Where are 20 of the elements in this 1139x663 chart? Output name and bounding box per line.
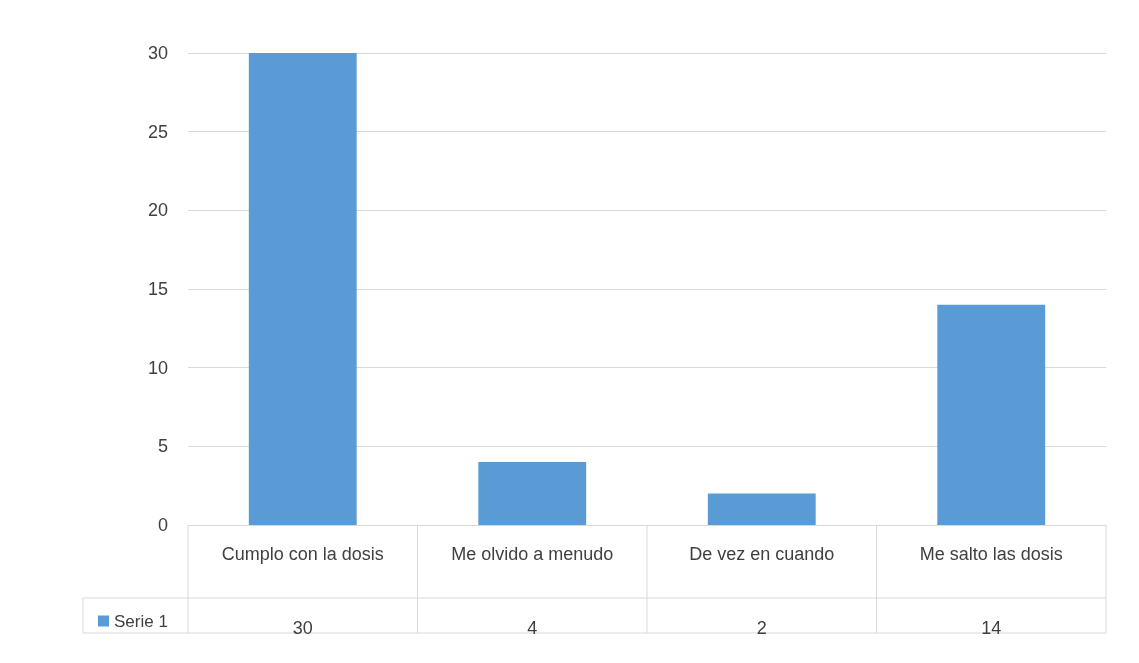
data-label: 4 <box>527 618 538 638</box>
y-tick-label: 20 <box>147 200 168 221</box>
bar <box>707 493 816 525</box>
y-tick-label: 25 <box>147 121 168 142</box>
y-tick-label: 30 <box>147 43 168 63</box>
legend-label: Serie 1 <box>114 611 168 631</box>
x-tick-label: Me olvido a menudo <box>451 544 614 564</box>
x-tick-label: Me salto las dosis <box>919 544 1063 564</box>
y-tick-label: 15 <box>147 279 168 299</box>
y-tick-label: 10 <box>147 357 168 378</box>
x-tick-label: Cumplo con la dosis <box>221 544 384 564</box>
data-label: 2 <box>756 618 767 638</box>
bar <box>478 462 587 525</box>
x-tick-label: De vez en cuando <box>689 544 835 564</box>
y-tick-label: 0 <box>157 515 168 535</box>
bar <box>937 304 1046 525</box>
bar <box>248 53 357 525</box>
data-label: 14 <box>981 618 1002 638</box>
data-label: 30 <box>292 618 313 638</box>
y-tick-label: 5 <box>157 436 168 457</box>
